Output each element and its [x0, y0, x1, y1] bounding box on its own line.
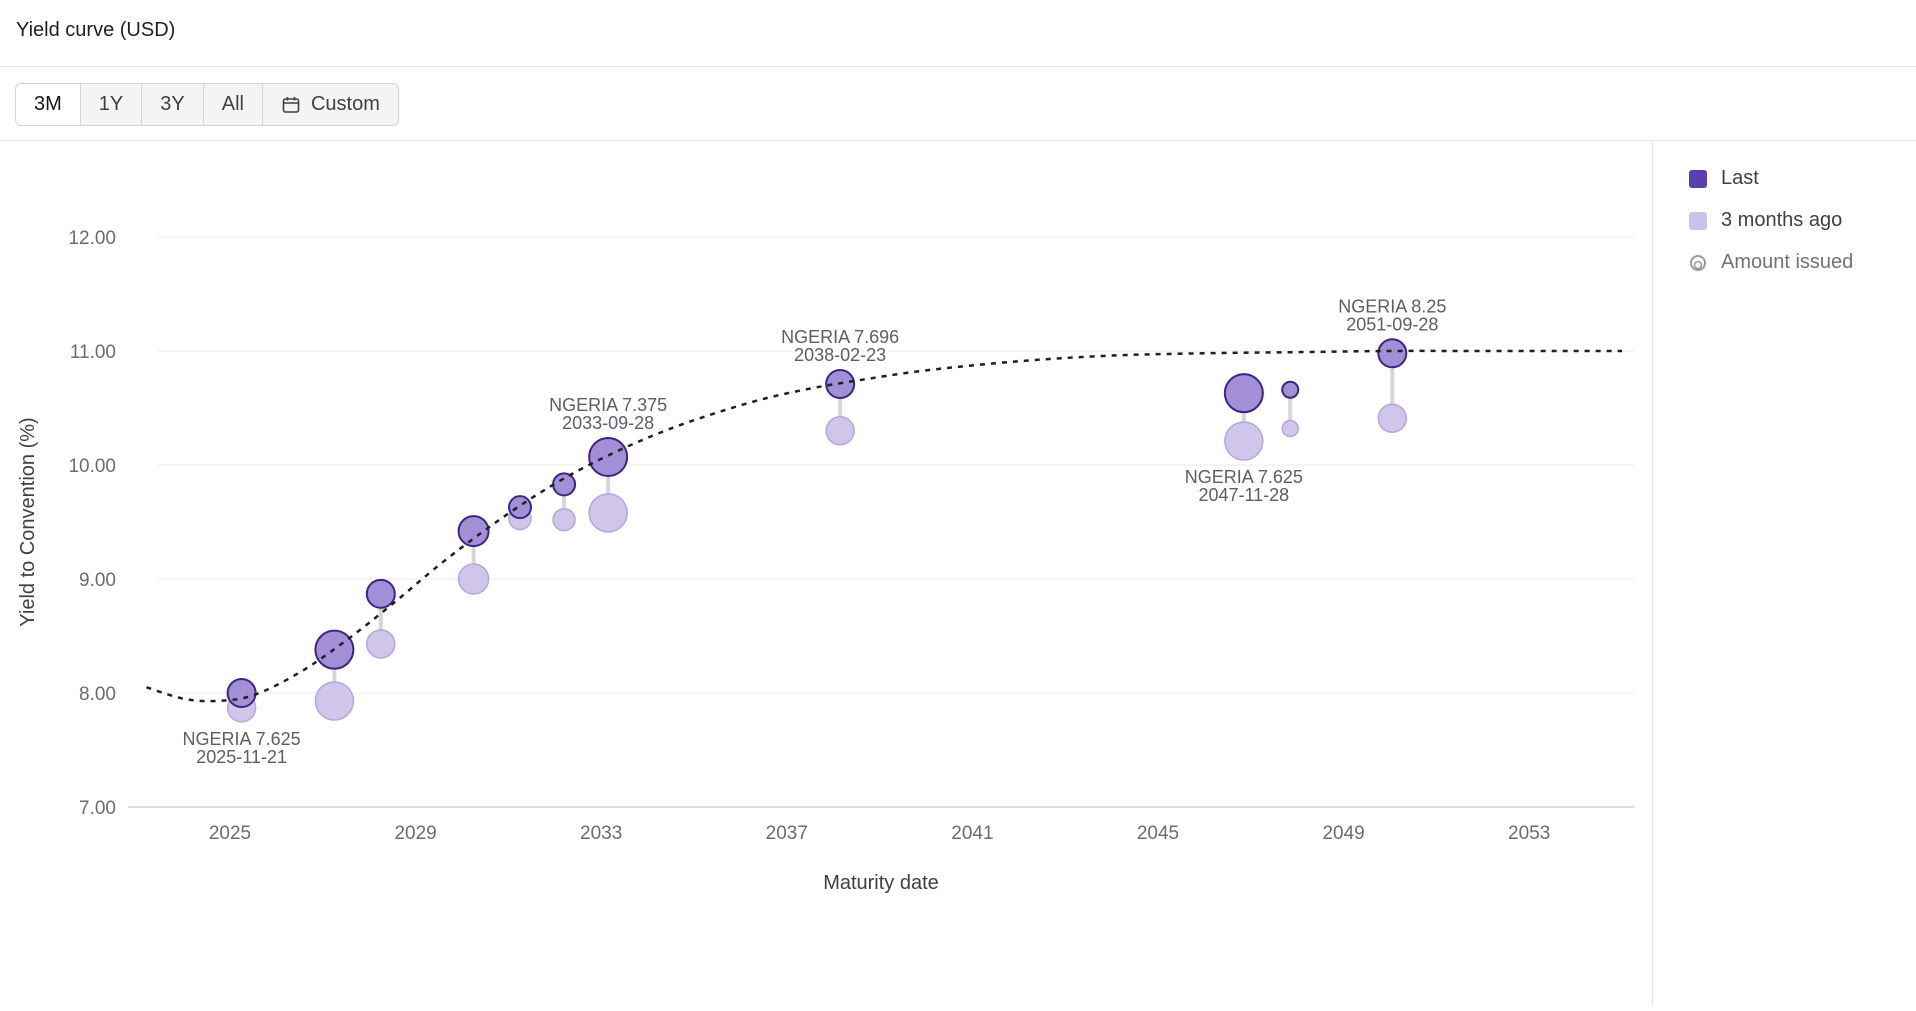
range-all-label: All	[221, 93, 244, 115]
bond-label-name: NGERIA 7.696	[781, 327, 899, 347]
page-title: Yield curve (USD)	[16, 19, 176, 41]
range-3m-label: 3M	[34, 93, 62, 115]
prev-yield-point	[1377, 403, 1408, 434]
bond-label-date: 2051-09-28	[1346, 314, 1438, 334]
bond-label-name: NGERIA 8.25	[1338, 296, 1446, 316]
last-yield-point	[365, 578, 396, 609]
x-tick-label: 2029	[394, 823, 436, 844]
legend-item-last[interactable]: Last	[1689, 167, 1759, 190]
chart-area: 7.00 8.00 9.00 10.00 11.00 12.00 2025 2029 2033 2…	[0, 141, 1652, 1006]
bond-label-date: 2038-02-23	[794, 345, 886, 365]
calendar-icon	[282, 96, 300, 113]
bond-label-date: 2025-11-21	[196, 747, 287, 767]
range-1y-label: 1Y	[98, 93, 124, 115]
legend-item-amount-issued[interactable]: Amount issued	[1689, 251, 1853, 274]
y-tick-label: 11.00	[70, 342, 116, 363]
y-tick-label: 9.00	[79, 570, 116, 591]
last-yield-point	[1281, 380, 1300, 399]
last-yield-point	[226, 678, 257, 708]
x-tick-label: 2053	[1508, 823, 1550, 844]
last-yield-point	[508, 495, 532, 520]
bond-label-name: NGERIA 7.625	[1185, 467, 1303, 487]
prev-yield-point	[1281, 419, 1299, 438]
y-tick-label: 8.00	[79, 684, 116, 705]
ring-icon	[1690, 254, 1706, 271]
prev-yield-point	[588, 493, 628, 533]
yield-curve-chart: 7.00 8.00 9.00 10.00 11.00 12.00 2025 2029 2033 2…	[17, 228, 1634, 894]
prev-yield-point	[1224, 421, 1264, 461]
range-3y-label: 3Y	[160, 93, 185, 115]
legend-swatch-3-months-ago	[1689, 211, 1707, 230]
x-tick-label: 2049	[1322, 823, 1364, 844]
last-yield-point	[552, 472, 577, 497]
y-axis-title: Yield to Convention (%)	[17, 417, 39, 626]
legend-swatch-last	[1689, 169, 1707, 188]
x-tick-label: 2045	[1137, 823, 1179, 844]
range-all-button[interactable]: All	[204, 84, 263, 125]
range-1y-button[interactable]: 1Y	[81, 84, 143, 125]
legend-item-3-months-ago[interactable]: 3 months ago	[1689, 209, 1842, 232]
range-custom-label: Custom	[310, 93, 380, 115]
bond-label-date: 2047-11-28	[1198, 485, 1289, 505]
legend-label-last: Last	[1721, 167, 1759, 189]
prev-yield-point	[825, 416, 855, 446]
y-tick-label: 10.00	[68, 456, 116, 477]
legend-panel: Last 3 months ago Amount issued	[1652, 141, 1916, 1006]
last-yield-point	[1377, 338, 1408, 369]
range-3y-button[interactable]: 3Y	[142, 84, 204, 125]
range-3m-button[interactable]: 3M	[16, 84, 81, 125]
last-yield-point	[588, 437, 629, 478]
prev-yield-point	[552, 507, 576, 532]
x-axis-title: Maturity date	[823, 872, 939, 894]
bond-label-date: 2033-09-28	[562, 413, 654, 433]
range-custom-button[interactable]: Custom	[263, 84, 398, 125]
last-yield-point	[1223, 373, 1264, 414]
bond-label-name: NGERIA 7.625	[183, 729, 301, 749]
last-yield-point	[457, 515, 490, 548]
bond-label-name: NGERIA 7.375	[549, 395, 667, 415]
header: Yield curve (USD)	[0, 0, 1916, 67]
x-tick-label: 2025	[209, 823, 251, 844]
range-selector: 3M 1Y 3Y All Custom	[15, 83, 399, 126]
prev-yield-point	[366, 629, 396, 659]
legend-label-3-months-ago: 3 months ago	[1721, 209, 1843, 231]
x-tick-label: 2041	[951, 823, 993, 844]
toolbar: 3M 1Y 3Y All Custom	[0, 67, 1916, 141]
y-tick-label: 7.00	[79, 798, 116, 819]
y-tick-label: 12.00	[68, 228, 116, 249]
prev-yield-point	[457, 563, 490, 595]
legend-label-amount-issued: Amount issued	[1721, 251, 1854, 273]
x-tick-label: 2033	[580, 823, 622, 844]
x-tick-label: 2037	[766, 823, 808, 844]
prev-yield-point	[314, 681, 355, 721]
